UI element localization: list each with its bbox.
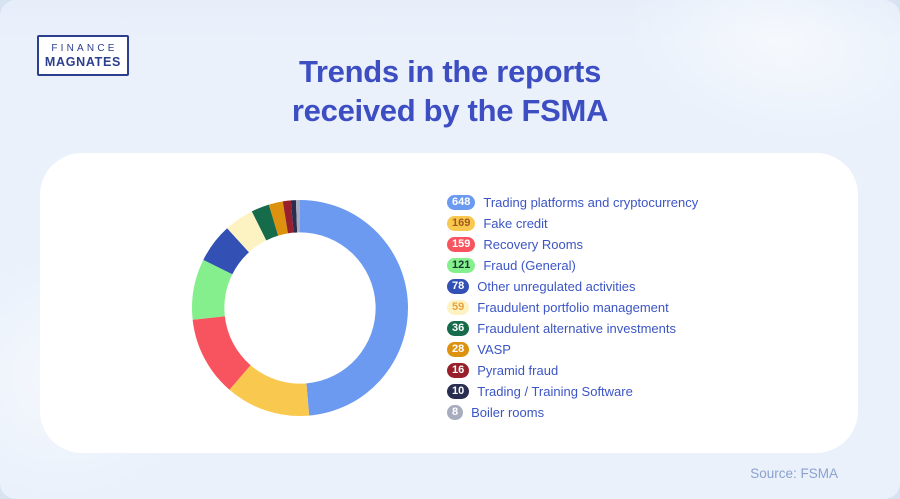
legend-row: 59 Fraudulent portfolio management — [447, 297, 698, 318]
legend-count-badge: 121 — [447, 258, 476, 273]
donut-slice — [295, 200, 300, 233]
legend-label: Recovery Rooms — [483, 237, 584, 252]
legend-row: 36 Fraudulent alternative investments — [447, 318, 698, 339]
legend-row: 8 Boiler rooms — [447, 402, 698, 423]
legend-count-badge: 10 — [447, 384, 470, 399]
donut-slice — [192, 259, 233, 320]
legend-label: Fraudulent alternative investments — [477, 321, 676, 336]
legend-label: Boiler rooms — [471, 405, 545, 420]
legend-label: Other unregulated activities — [477, 279, 636, 294]
legend: 648 Trading platforms and cryptocurrency 1… — [447, 192, 698, 423]
legend-label: Fraudulent portfolio management — [477, 300, 669, 315]
legend-label: Fake credit — [483, 216, 548, 231]
legend-label: Trading platforms and cryptocurrency — [483, 195, 699, 210]
donut-chart — [192, 200, 408, 416]
donut-slice — [268, 201, 288, 236]
legend-row: 648 Trading platforms and cryptocurrency — [447, 192, 698, 213]
legend-label: Pyramid fraud — [477, 363, 559, 378]
donut-slice — [282, 200, 294, 234]
legend-count-badge: 169 — [447, 216, 476, 231]
legend-row: 28 VASP — [447, 339, 698, 360]
legend-row: 16 Pyramid fraud — [447, 360, 698, 381]
donut-slice — [300, 200, 408, 416]
logo-line-magnates: MAGNATES — [44, 54, 122, 69]
legend-label: Trading / Training Software — [477, 384, 633, 399]
page-title: Trends in the reports received by the FS… — [0, 52, 900, 130]
legend-row: 159 Recovery Rooms — [447, 234, 698, 255]
donut-slice — [290, 200, 298, 233]
donut-slice — [192, 316, 251, 390]
page-title-line2: received by the FSMA — [291, 93, 609, 128]
donut-slice — [229, 365, 310, 416]
legend-label: Fraud (General) — [483, 258, 576, 273]
legend-count-badge: 78 — [447, 279, 470, 294]
legend-row: 78 Other unregulated activities — [447, 276, 698, 297]
legend-row: 10 Trading / Training Software — [447, 381, 698, 402]
legend-label: VASP — [477, 342, 511, 357]
legend-count-badge: 648 — [447, 195, 476, 210]
donut-slice — [227, 211, 267, 253]
legend-count-badge: 59 — [447, 300, 470, 315]
legend-row: 169 Fake credit — [447, 213, 698, 234]
donut-slice — [203, 228, 249, 275]
legend-count-badge: 28 — [447, 342, 470, 357]
finance-magnates-logo: FINANCE MAGNATES — [37, 35, 129, 76]
legend-count-badge: 8 — [447, 405, 464, 420]
source-note: Source: FSMA — [750, 466, 838, 481]
logo-line-finance: FINANCE — [51, 42, 118, 54]
legend-count-badge: 16 — [447, 363, 470, 378]
legend-row: 121 Fraud (General) — [447, 255, 698, 276]
legend-count-badge: 36 — [447, 321, 470, 336]
donut-slice — [251, 204, 279, 241]
page-title-line1: Trends in the reports — [298, 54, 602, 89]
legend-count-badge: 159 — [447, 237, 476, 252]
